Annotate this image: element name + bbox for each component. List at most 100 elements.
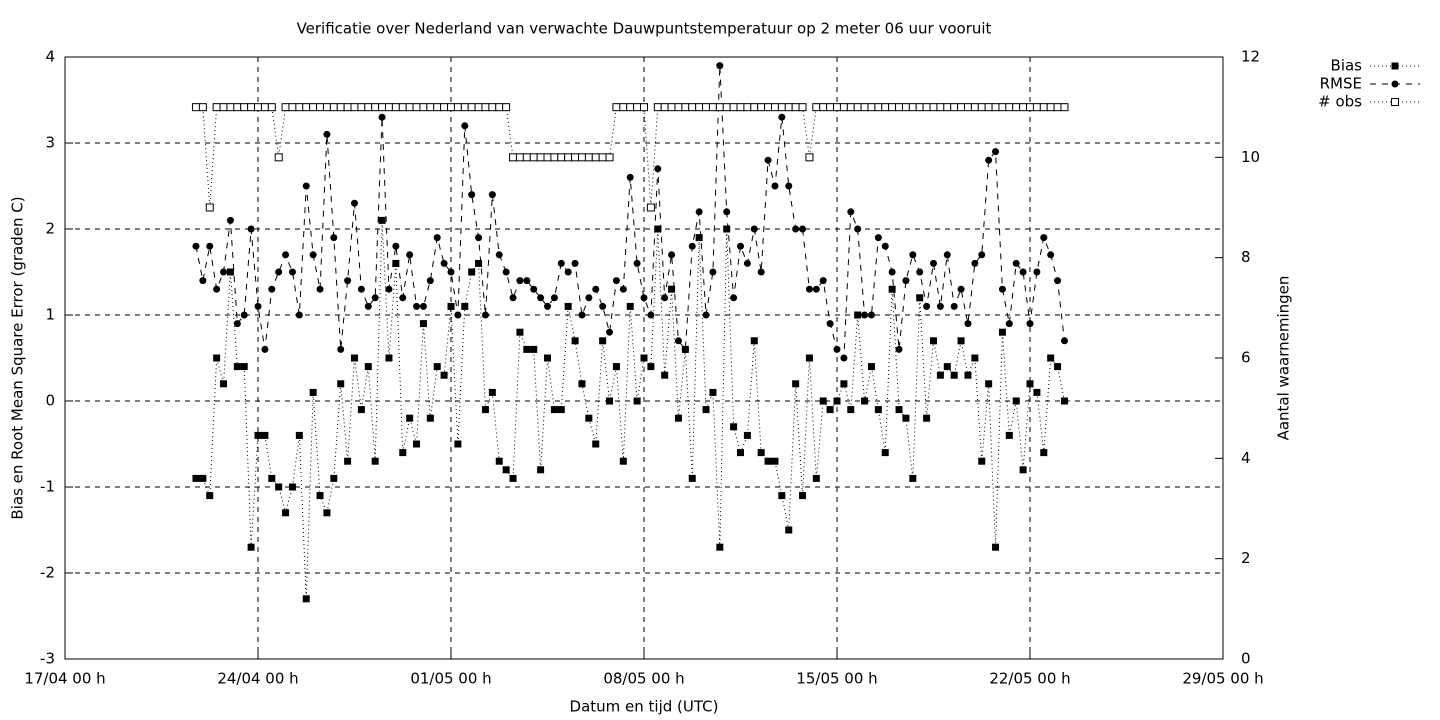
marker bbox=[764, 156, 772, 164]
marker bbox=[640, 103, 648, 112]
marker bbox=[198, 103, 207, 112]
marker bbox=[633, 103, 642, 112]
marker bbox=[578, 311, 586, 319]
marker bbox=[874, 103, 883, 112]
marker bbox=[909, 251, 917, 259]
marker bbox=[399, 294, 407, 302]
marker bbox=[660, 103, 669, 112]
marker bbox=[406, 251, 414, 259]
marker bbox=[419, 103, 428, 112]
marker bbox=[1047, 251, 1055, 259]
marker bbox=[1019, 103, 1028, 112]
marker bbox=[798, 103, 807, 112]
marker bbox=[646, 203, 655, 212]
marker bbox=[1026, 380, 1034, 388]
marker bbox=[295, 311, 303, 319]
marker bbox=[688, 242, 696, 250]
marker bbox=[1005, 320, 1013, 328]
marker bbox=[447, 268, 455, 276]
marker bbox=[1032, 103, 1041, 112]
legend-marker bbox=[1391, 98, 1399, 106]
marker bbox=[667, 103, 676, 112]
marker bbox=[584, 153, 593, 162]
marker bbox=[909, 474, 917, 482]
marker bbox=[1012, 397, 1020, 405]
x-tick-label: 24/04 00 h bbox=[217, 670, 298, 688]
marker bbox=[819, 103, 828, 112]
marker bbox=[1019, 268, 1027, 276]
marker bbox=[213, 354, 221, 362]
marker bbox=[523, 277, 531, 285]
marker bbox=[544, 302, 551, 310]
marker bbox=[785, 526, 793, 534]
marker bbox=[840, 380, 848, 388]
marker bbox=[275, 483, 283, 491]
marker bbox=[364, 103, 373, 112]
marker bbox=[757, 449, 765, 457]
marker bbox=[626, 302, 634, 310]
marker bbox=[585, 294, 593, 302]
legend-label: RMSE bbox=[1320, 75, 1362, 93]
marker bbox=[681, 103, 690, 112]
marker bbox=[750, 337, 758, 345]
marker bbox=[1012, 259, 1020, 267]
marker bbox=[826, 320, 834, 328]
marker bbox=[530, 285, 538, 293]
marker bbox=[681, 345, 689, 353]
marker bbox=[543, 153, 552, 162]
marker bbox=[784, 103, 793, 112]
marker bbox=[571, 259, 579, 267]
marker bbox=[309, 103, 318, 112]
marker bbox=[267, 103, 276, 112]
marker bbox=[391, 103, 400, 112]
marker bbox=[819, 397, 827, 405]
marker bbox=[674, 103, 683, 112]
marker bbox=[522, 153, 531, 162]
marker bbox=[302, 595, 310, 603]
marker bbox=[978, 457, 986, 465]
marker bbox=[812, 103, 821, 112]
marker bbox=[770, 103, 779, 112]
marker bbox=[350, 103, 359, 112]
marker bbox=[936, 302, 944, 310]
marker bbox=[861, 311, 869, 319]
marker bbox=[964, 371, 972, 379]
plot-frame bbox=[64, 56, 1224, 660]
marker bbox=[736, 103, 745, 112]
marker bbox=[509, 474, 517, 482]
y-tick-label: -3 bbox=[40, 650, 55, 668]
marker bbox=[268, 285, 276, 293]
marker bbox=[454, 311, 462, 319]
marker bbox=[461, 302, 469, 310]
marker bbox=[516, 277, 524, 285]
marker bbox=[737, 449, 744, 457]
marker bbox=[213, 285, 221, 293]
marker bbox=[571, 153, 580, 162]
marker bbox=[792, 225, 800, 233]
marker bbox=[1040, 234, 1048, 242]
marker bbox=[922, 103, 931, 112]
marker bbox=[316, 492, 324, 500]
marker bbox=[695, 103, 704, 112]
marker bbox=[984, 103, 993, 112]
marker bbox=[371, 294, 379, 302]
marker bbox=[536, 153, 545, 162]
marker bbox=[916, 268, 924, 276]
marker bbox=[902, 277, 910, 285]
y2-tick-label: 6 bbox=[1241, 349, 1251, 367]
marker bbox=[867, 103, 876, 112]
marker bbox=[668, 251, 676, 259]
marker bbox=[357, 285, 365, 293]
marker bbox=[220, 268, 228, 276]
y-tick-label: 0 bbox=[45, 392, 55, 410]
marker bbox=[764, 103, 773, 112]
marker bbox=[626, 103, 635, 112]
marker bbox=[902, 414, 910, 422]
marker bbox=[419, 302, 427, 310]
marker bbox=[895, 406, 903, 414]
marker bbox=[661, 371, 669, 379]
y2-tick-label: 8 bbox=[1241, 248, 1251, 266]
marker bbox=[585, 414, 593, 422]
marker bbox=[799, 225, 807, 233]
marker bbox=[515, 153, 524, 162]
